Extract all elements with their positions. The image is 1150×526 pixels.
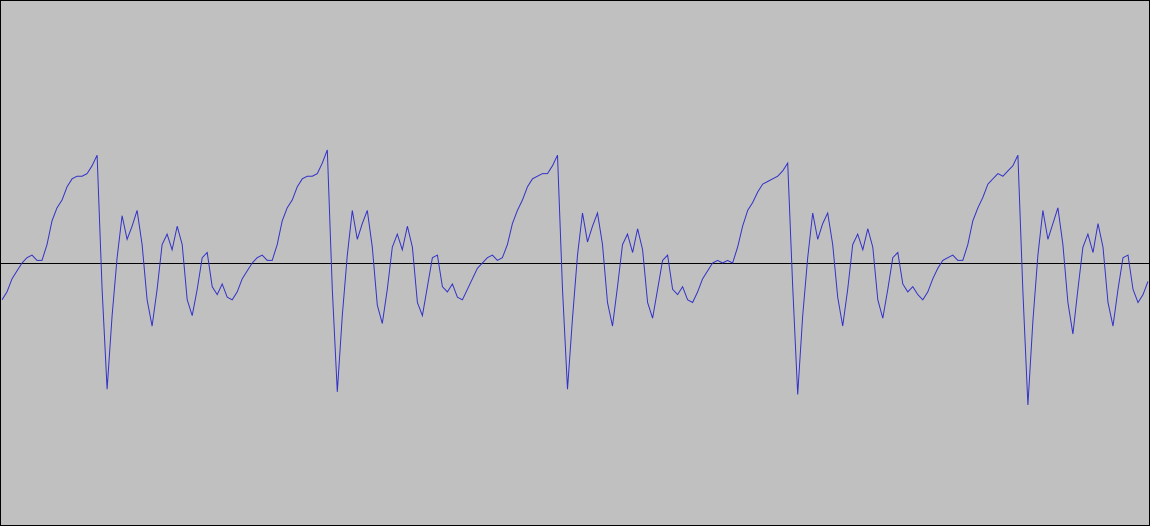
waveform	[1, 149, 1149, 406]
